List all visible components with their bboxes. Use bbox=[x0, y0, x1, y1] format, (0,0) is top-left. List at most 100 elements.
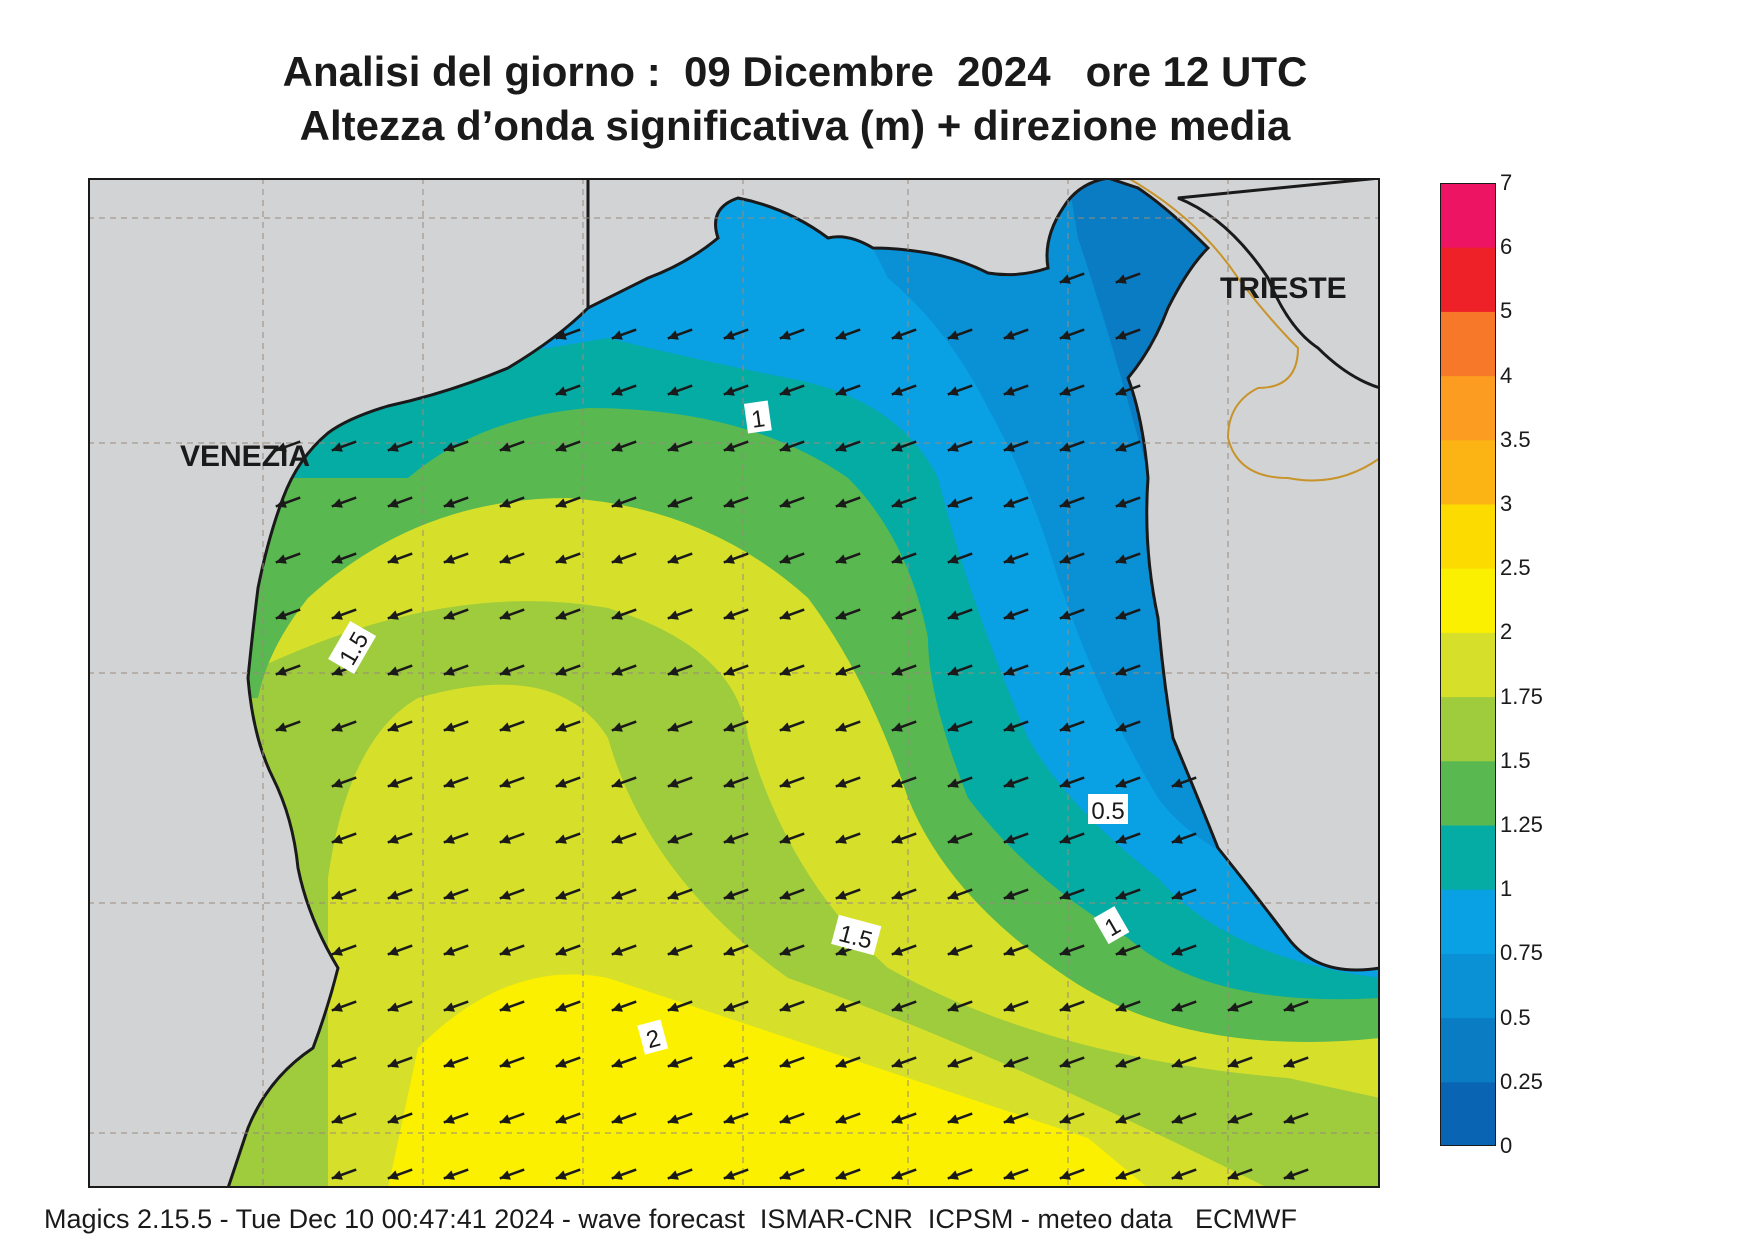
direction-arrowhead bbox=[443, 1002, 455, 1012]
direction-arrowhead bbox=[1283, 1002, 1295, 1012]
direction-arrowhead bbox=[835, 330, 847, 340]
direction-arrowhead bbox=[1059, 274, 1071, 284]
direction-arrowhead bbox=[499, 1114, 511, 1124]
direction-arrowhead bbox=[779, 1002, 791, 1012]
direction-arrowhead bbox=[331, 666, 343, 676]
direction-arrowhead bbox=[667, 666, 679, 676]
legend-level-label: 4 bbox=[1500, 362, 1513, 388]
direction-arrowhead bbox=[1003, 1002, 1015, 1012]
direction-arrowhead bbox=[443, 1114, 455, 1124]
direction-arrowhead bbox=[555, 1170, 567, 1180]
direction-arrowhead bbox=[779, 386, 791, 396]
direction-arrowhead bbox=[1115, 890, 1127, 900]
direction-arrowhead bbox=[1059, 554, 1071, 564]
direction-arrowhead bbox=[499, 834, 511, 844]
direction-arrowhead bbox=[835, 946, 847, 956]
direction-arrowhead bbox=[443, 666, 455, 676]
direction-arrowhead bbox=[1115, 946, 1127, 956]
direction-arrowhead bbox=[611, 890, 623, 900]
direction-arrowhead bbox=[443, 1170, 455, 1180]
direction-arrowhead bbox=[1171, 778, 1183, 788]
direction-arrowhead bbox=[667, 1114, 679, 1124]
direction-arrowhead bbox=[1171, 1002, 1183, 1012]
direction-arrowhead bbox=[1003, 722, 1015, 732]
direction-arrowhead bbox=[891, 1002, 903, 1012]
direction-arrowhead bbox=[667, 330, 679, 340]
direction-arrowhead bbox=[331, 554, 343, 564]
contour-label: 0.5 bbox=[1091, 798, 1124, 825]
direction-arrowhead bbox=[779, 1114, 791, 1124]
direction-arrowhead bbox=[1003, 834, 1015, 844]
direction-arrows bbox=[275, 272, 1309, 1180]
direction-arrowhead bbox=[443, 834, 455, 844]
direction-arrowhead bbox=[555, 666, 567, 676]
direction-arrowhead bbox=[723, 890, 735, 900]
direction-arrowhead bbox=[835, 1114, 847, 1124]
legend-swatch bbox=[1440, 247, 1496, 312]
direction-arrowhead bbox=[1003, 890, 1015, 900]
direction-arrowhead bbox=[1227, 1114, 1239, 1124]
wave-height-map: 1 1.5 1.5 2 0.5 bbox=[88, 178, 1380, 1188]
direction-arrowhead bbox=[947, 1002, 959, 1012]
direction-arrowhead bbox=[835, 890, 847, 900]
direction-arrowhead bbox=[723, 554, 735, 564]
direction-arrowhead bbox=[835, 666, 847, 676]
legend-level-label: 0.75 bbox=[1500, 940, 1543, 966]
direction-arrowhead bbox=[1059, 1002, 1071, 1012]
direction-arrowhead bbox=[779, 1170, 791, 1180]
direction-arrowhead bbox=[1115, 330, 1127, 340]
legend-level-label: 2.5 bbox=[1500, 555, 1531, 581]
legend-level-label: 6 bbox=[1500, 234, 1513, 260]
direction-arrowhead bbox=[331, 610, 343, 620]
direction-arrowhead bbox=[723, 722, 735, 732]
direction-arrowhead bbox=[555, 890, 567, 900]
direction-arrowhead bbox=[667, 442, 679, 452]
direction-arrowhead bbox=[443, 442, 455, 452]
direction-arrowhead bbox=[1115, 554, 1127, 564]
direction-arrowhead bbox=[611, 834, 623, 844]
direction-arrowhead bbox=[723, 386, 735, 396]
direction-arrowhead bbox=[1227, 1002, 1239, 1012]
direction-arrowhead bbox=[779, 498, 791, 508]
direction-arrowhead bbox=[835, 1058, 847, 1068]
direction-arrowhead bbox=[779, 890, 791, 900]
direction-arrowhead bbox=[835, 498, 847, 508]
direction-arrowhead bbox=[1171, 1114, 1183, 1124]
direction-arrowhead bbox=[611, 330, 623, 340]
direction-arrowhead bbox=[891, 386, 903, 396]
direction-arrowhead bbox=[1059, 666, 1071, 676]
direction-arrowhead bbox=[891, 834, 903, 844]
direction-arrowhead bbox=[611, 498, 623, 508]
direction-arrowhead bbox=[275, 722, 287, 732]
direction-arrowhead bbox=[555, 834, 567, 844]
direction-arrowhead bbox=[891, 778, 903, 788]
direction-arrowhead bbox=[723, 1002, 735, 1012]
direction-arrowhead bbox=[331, 946, 343, 956]
land-venezia-coast bbox=[88, 178, 590, 1188]
direction-arrowhead bbox=[1059, 834, 1071, 844]
direction-arrowhead bbox=[1059, 722, 1071, 732]
direction-arrowhead bbox=[387, 722, 399, 732]
direction-arrowhead bbox=[835, 442, 847, 452]
direction-arrowhead bbox=[331, 1170, 343, 1180]
legend-swatch bbox=[1440, 953, 1496, 1019]
legend-level-label: 2 bbox=[1500, 619, 1513, 645]
direction-arrowhead bbox=[891, 1170, 903, 1180]
direction-arrowhead bbox=[611, 554, 623, 564]
direction-arrowhead bbox=[499, 722, 511, 732]
legend-swatch bbox=[1440, 825, 1496, 890]
direction-arrowhead bbox=[1003, 442, 1015, 452]
direction-arrowhead bbox=[331, 1114, 343, 1124]
direction-arrowhead bbox=[835, 610, 847, 620]
direction-arrowhead bbox=[611, 946, 623, 956]
direction-arrowhead bbox=[1115, 666, 1127, 676]
direction-arrowhead bbox=[499, 1002, 511, 1012]
direction-arrowhead bbox=[555, 722, 567, 732]
direction-arrowhead bbox=[835, 554, 847, 564]
direction-arrowhead bbox=[1003, 498, 1015, 508]
direction-arrowhead bbox=[1003, 1058, 1015, 1068]
direction-arrowhead bbox=[1115, 778, 1127, 788]
direction-arrowhead bbox=[947, 778, 959, 788]
direction-arrowhead bbox=[891, 890, 903, 900]
direction-arrowhead bbox=[891, 666, 903, 676]
